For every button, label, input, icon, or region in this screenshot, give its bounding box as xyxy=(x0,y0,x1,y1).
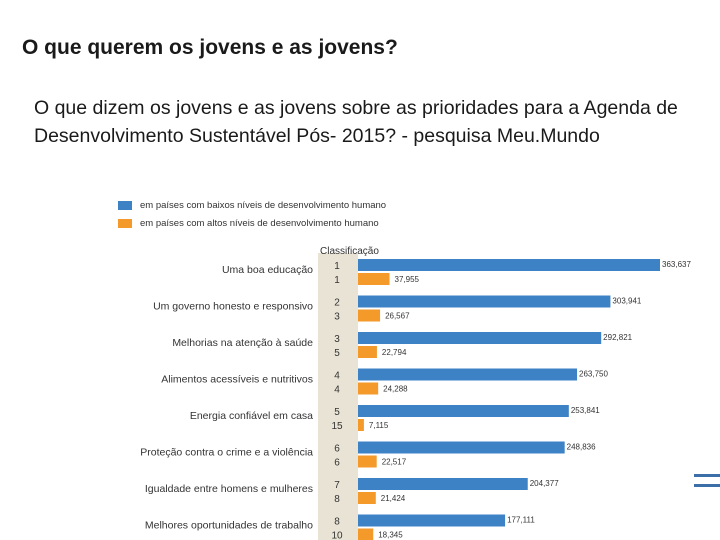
bar-high xyxy=(358,455,377,468)
value-label-high: 21,424 xyxy=(381,494,406,503)
rank-low: 1 xyxy=(334,261,340,272)
decorative-line-1 xyxy=(694,474,720,477)
rank-low: 4 xyxy=(334,371,340,382)
bar-low xyxy=(358,332,602,344)
legend-item-high: em países com altos níveis de desenvolvi… xyxy=(118,214,386,232)
value-label-high: 7,115 xyxy=(369,421,389,430)
rank-high: 6 xyxy=(334,458,340,469)
rank-low: 2 xyxy=(334,298,340,309)
bar-high xyxy=(358,492,376,504)
rank-low: 5 xyxy=(334,407,340,418)
chart-legend: em países com baixos níveis de desenvolv… xyxy=(118,196,386,232)
value-label-high: 24,288 xyxy=(383,385,408,394)
category-label: Igualdade entre homens e mulheres xyxy=(145,483,313,495)
rank-high: 5 xyxy=(334,348,340,359)
rank-column-bg xyxy=(318,253,358,540)
bar-high xyxy=(358,346,377,358)
bar-low xyxy=(358,295,611,308)
value-label-low: 303,941 xyxy=(612,297,641,306)
category-label: Melhorias na atenção à saúde xyxy=(172,337,313,349)
category-label: Proteção contra o crime e a violência xyxy=(140,447,313,459)
slide-title: O que querem os jovens e as jovens? xyxy=(22,36,398,59)
value-label-high: 18,345 xyxy=(378,531,403,540)
value-label-low: 177,111 xyxy=(507,516,535,525)
value-label-low: 204,377 xyxy=(530,479,559,488)
bar-high xyxy=(358,309,381,322)
value-label-low: 248,836 xyxy=(567,443,596,452)
value-label-high: 37,955 xyxy=(395,275,420,284)
decorative-line-2 xyxy=(694,484,720,487)
rank-low: 6 xyxy=(334,444,340,455)
slide-subtitle: O que dizem os jovens e as jovens sobre … xyxy=(34,97,678,147)
bar-low xyxy=(358,405,569,417)
rank-low: 8 xyxy=(334,517,340,528)
category-label: Melhores oportunidades de trabalho xyxy=(145,520,313,532)
legend-item-low: em países com baixos níveis de desenvolv… xyxy=(118,196,386,214)
legend-label-high: em países com altos níveis de desenvolvi… xyxy=(140,217,379,229)
legend-label-low: em países com baixos níveis de desenvolv… xyxy=(140,199,387,211)
bar-low xyxy=(358,368,578,381)
bar-low xyxy=(358,514,506,527)
bar-high xyxy=(358,419,364,431)
legend-swatch-low xyxy=(118,200,132,210)
value-label-low: 363,637 xyxy=(662,260,691,269)
rank-low: 7 xyxy=(334,480,340,491)
rank-column-header: Classificação xyxy=(320,246,379,257)
rank-high: 4 xyxy=(334,385,340,396)
category-label: Alimentos acessíveis e nutritivos xyxy=(161,374,313,386)
value-label-low: 292,821 xyxy=(603,333,632,342)
rank-low: 3 xyxy=(334,334,340,345)
category-label: Energia confiável em casa xyxy=(190,410,313,422)
bar-high xyxy=(358,528,374,540)
bar-low xyxy=(358,441,565,454)
category-label: Um governo honesto e responsivo xyxy=(153,301,313,313)
bar-high xyxy=(358,273,390,285)
rank-high: 8 xyxy=(334,494,340,505)
value-label-high: 26,567 xyxy=(385,312,410,321)
bar-low xyxy=(358,478,528,490)
value-label-low: 263,750 xyxy=(579,370,608,379)
category-label: Uma boa educação xyxy=(222,264,313,276)
rank-high: 15 xyxy=(331,421,343,432)
rank-high: 10 xyxy=(331,531,343,540)
value-label-high: 22,794 xyxy=(382,348,407,357)
value-label-high: 22,517 xyxy=(382,458,407,467)
bar-high xyxy=(358,382,379,395)
rank-high: 1 xyxy=(334,275,340,286)
rank-high: 3 xyxy=(334,312,340,323)
bar-low xyxy=(358,259,660,271)
legend-swatch-high xyxy=(118,218,132,228)
value-label-low: 253,841 xyxy=(571,406,600,415)
